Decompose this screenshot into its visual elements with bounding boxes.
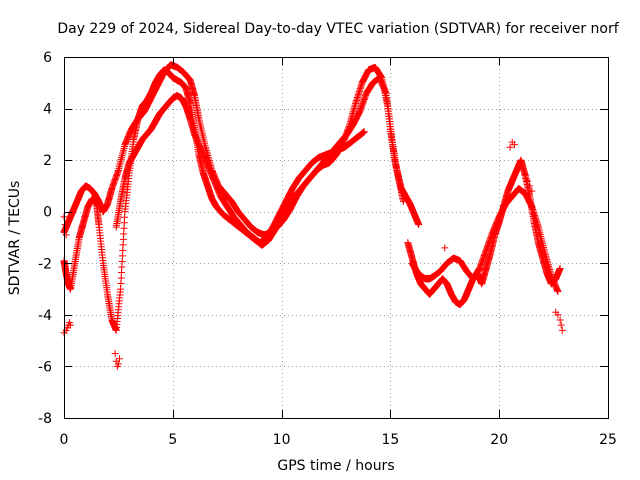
y-tick-label: -6 (38, 359, 52, 375)
y-axis-label: SDTVAR / TECUs (7, 181, 23, 296)
data-point (554, 311, 562, 319)
y-tick-label: 2 (43, 153, 52, 169)
data-point (111, 350, 119, 358)
data-point (114, 360, 122, 368)
data-point (526, 182, 534, 190)
x-tick-label: 15 (381, 432, 399, 448)
data-point (558, 326, 566, 334)
axis-ticks: 0 5 10 15 20 25 -8 -6 -4 -2 0 2 4 6 (38, 50, 617, 448)
x-tick-label: 10 (273, 432, 291, 448)
data-point (115, 355, 123, 363)
y-tick-label: -4 (38, 308, 52, 324)
data-point (62, 231, 70, 239)
data-point (528, 187, 536, 195)
data-point (557, 321, 565, 329)
data-point (441, 244, 449, 252)
x-tick-label: 0 (60, 432, 69, 448)
x-tick-label: 5 (168, 432, 177, 448)
data-point (67, 321, 75, 329)
data-point (61, 221, 69, 229)
data-point (415, 221, 423, 229)
data-point (506, 143, 514, 151)
data-points (60, 61, 566, 370)
y-tick-label: 6 (43, 50, 52, 66)
y-tick-label: 4 (43, 102, 52, 118)
data-point (556, 264, 564, 272)
data-point (360, 128, 368, 136)
y-tick-label: -2 (38, 256, 52, 272)
data-point (510, 141, 518, 149)
x-axis-label: GPS time / hours (277, 458, 394, 474)
data-point (554, 288, 562, 296)
x-tick-label: 20 (490, 432, 508, 448)
chart-title: Day 229 of 2024, Sidereal Day-to-day VTE… (57, 21, 619, 37)
data-point (523, 177, 531, 185)
y-tick-label: -8 (38, 411, 52, 427)
grid (64, 57, 608, 418)
y-tick-label: 0 (43, 205, 52, 221)
data-point (556, 316, 564, 324)
plot-frame (64, 57, 609, 419)
x-tick-label: 25 (599, 432, 617, 448)
